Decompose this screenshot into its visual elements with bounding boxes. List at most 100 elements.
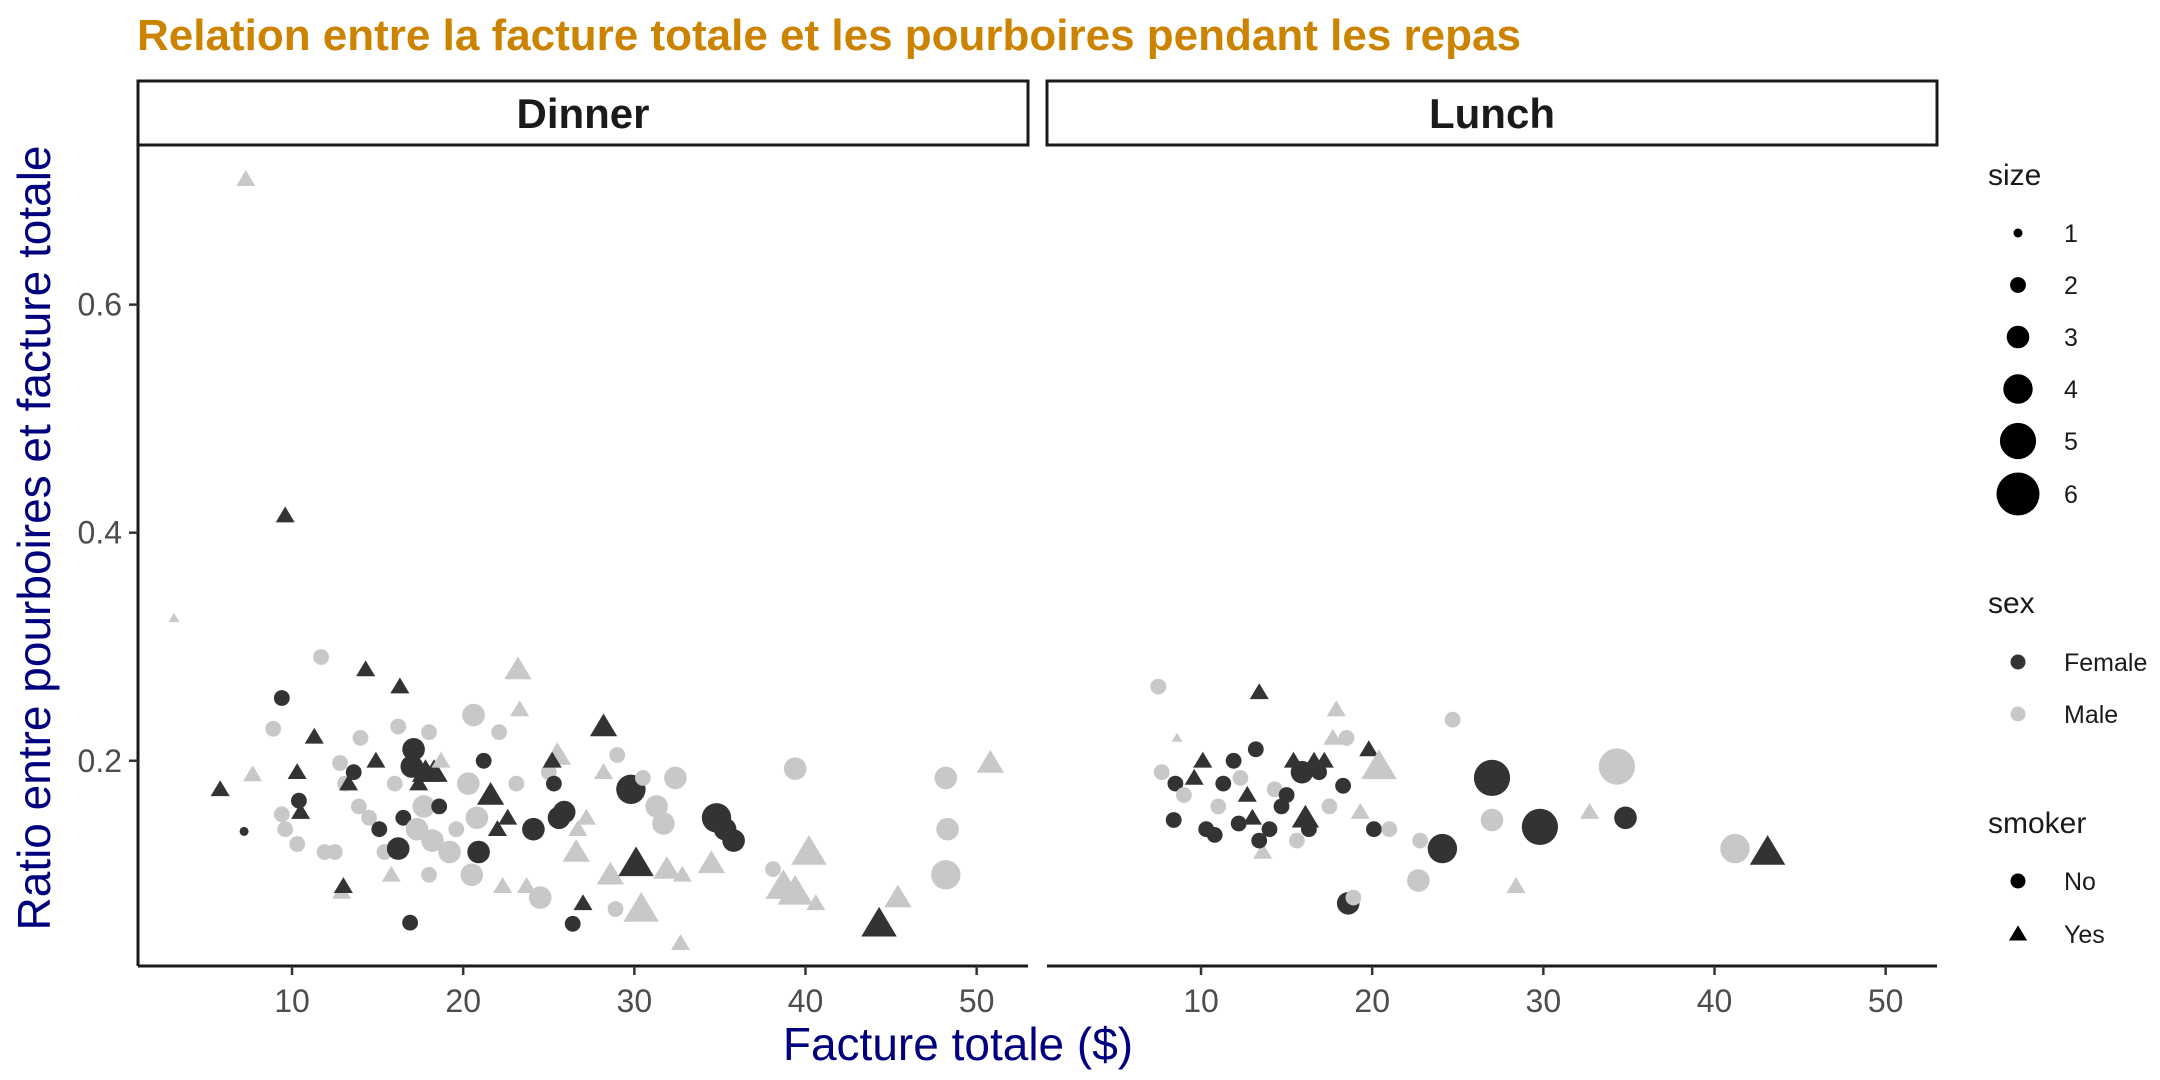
data-point bbox=[806, 894, 826, 911]
panel-lunch bbox=[1150, 678, 1786, 915]
legend-size-label: 3 bbox=[2064, 324, 2078, 352]
x-tick-label: 30 bbox=[617, 983, 653, 1019]
data-point bbox=[594, 763, 614, 779]
data-point bbox=[623, 892, 659, 922]
data-point bbox=[1278, 787, 1295, 803]
data-point bbox=[168, 613, 180, 623]
axes: 10 20 30 40 50 10 20 30 40 50 0.2 0.4 0.6 bbox=[78, 145, 1937, 1019]
data-point bbox=[976, 750, 1004, 773]
data-point bbox=[273, 806, 290, 823]
data-point bbox=[1598, 748, 1635, 785]
data-point bbox=[487, 820, 507, 836]
panel-dinner bbox=[168, 170, 1004, 950]
data-point bbox=[1165, 812, 1182, 828]
data-point bbox=[1291, 804, 1320, 828]
data-point bbox=[273, 690, 290, 706]
data-point bbox=[1614, 806, 1637, 830]
legend-size-key bbox=[2003, 374, 2033, 404]
data-point bbox=[277, 821, 294, 838]
data-point bbox=[1749, 835, 1786, 865]
y-tick-label: 0.6 bbox=[78, 287, 122, 323]
data-point bbox=[1412, 832, 1428, 849]
data-point bbox=[236, 170, 256, 186]
data-point bbox=[931, 860, 961, 890]
legend-smoker-key bbox=[2008, 925, 2028, 941]
data-point bbox=[1480, 808, 1504, 832]
data-point bbox=[460, 863, 484, 887]
x-tick-label: 10 bbox=[1183, 983, 1219, 1019]
data-point bbox=[1261, 821, 1278, 838]
data-point bbox=[1473, 759, 1511, 797]
data-point bbox=[1359, 740, 1379, 757]
data-point bbox=[412, 795, 436, 818]
data-point bbox=[386, 775, 403, 792]
legend-sex-key bbox=[2010, 706, 2026, 722]
data-point bbox=[562, 839, 590, 862]
x-tick-label: 10 bbox=[274, 983, 310, 1019]
data-point bbox=[1167, 775, 1184, 792]
data-point bbox=[1444, 711, 1461, 728]
data-point bbox=[517, 877, 537, 893]
data-point bbox=[528, 886, 552, 909]
data-point bbox=[361, 809, 377, 826]
data-point bbox=[1153, 764, 1170, 781]
data-point bbox=[275, 506, 295, 523]
data-point bbox=[476, 782, 505, 805]
legend-size-key bbox=[2006, 325, 2030, 349]
data-point bbox=[1361, 749, 1397, 780]
data-point bbox=[1506, 877, 1526, 893]
x-axis-title: Facture totale ($) bbox=[783, 1018, 1133, 1070]
data-point bbox=[1237, 785, 1257, 802]
legend-smoker-key bbox=[2010, 873, 2026, 889]
legend-sex-entries: Female Male bbox=[2010, 649, 2147, 729]
data-point bbox=[1247, 741, 1264, 758]
data-point bbox=[350, 798, 367, 815]
y-tick-label: 0.4 bbox=[78, 515, 122, 551]
strip-lunch bbox=[1045, 79, 1939, 147]
legend-smoker-label: Yes bbox=[2064, 921, 2105, 949]
legend-sex-key bbox=[2010, 654, 2026, 670]
data-point bbox=[1311, 764, 1327, 781]
data-point bbox=[371, 821, 388, 838]
strip-dinner bbox=[136, 79, 1030, 147]
data-point bbox=[493, 877, 513, 893]
y-tick-label: 0.2 bbox=[78, 743, 122, 779]
legend: size 1 2 3 4 5 6 sex Female Male smoker No Yes bbox=[1988, 159, 2147, 949]
x-tick-label: 30 bbox=[1526, 983, 1562, 1019]
legend-title-smoker: smoker bbox=[1988, 807, 2086, 840]
data-point bbox=[421, 724, 437, 741]
data-point bbox=[573, 894, 593, 911]
data-point bbox=[542, 751, 562, 768]
data-point bbox=[390, 677, 410, 694]
data-point bbox=[791, 835, 827, 865]
data-point bbox=[1176, 787, 1192, 803]
data-point bbox=[861, 906, 897, 937]
data-point bbox=[635, 770, 651, 786]
data-point bbox=[1171, 732, 1183, 742]
data-point bbox=[1314, 751, 1334, 768]
data-point bbox=[457, 772, 480, 795]
data-point bbox=[1366, 821, 1382, 838]
data-point bbox=[402, 914, 418, 931]
data-point bbox=[1338, 730, 1355, 746]
x-tick-label: 40 bbox=[788, 983, 824, 1019]
strip-label-dinner: Dinner bbox=[516, 90, 649, 137]
data-point bbox=[765, 861, 781, 877]
data-point bbox=[462, 703, 485, 727]
data-point bbox=[210, 780, 230, 797]
data-point bbox=[386, 837, 410, 860]
legend-size-entries: 1 2 3 4 5 6 bbox=[1996, 220, 2078, 516]
data-point bbox=[589, 713, 618, 737]
data-point bbox=[1321, 798, 1338, 815]
data-point bbox=[291, 792, 307, 809]
data-point bbox=[1184, 768, 1204, 785]
data-point bbox=[405, 817, 429, 841]
data-point bbox=[239, 826, 249, 836]
legend-sex-label: Female bbox=[2064, 649, 2147, 677]
data-point bbox=[431, 798, 448, 815]
x-tick-label: 40 bbox=[1697, 983, 1733, 1019]
data-point bbox=[1206, 827, 1223, 843]
data-point bbox=[313, 649, 329, 665]
data-point bbox=[287, 763, 307, 779]
